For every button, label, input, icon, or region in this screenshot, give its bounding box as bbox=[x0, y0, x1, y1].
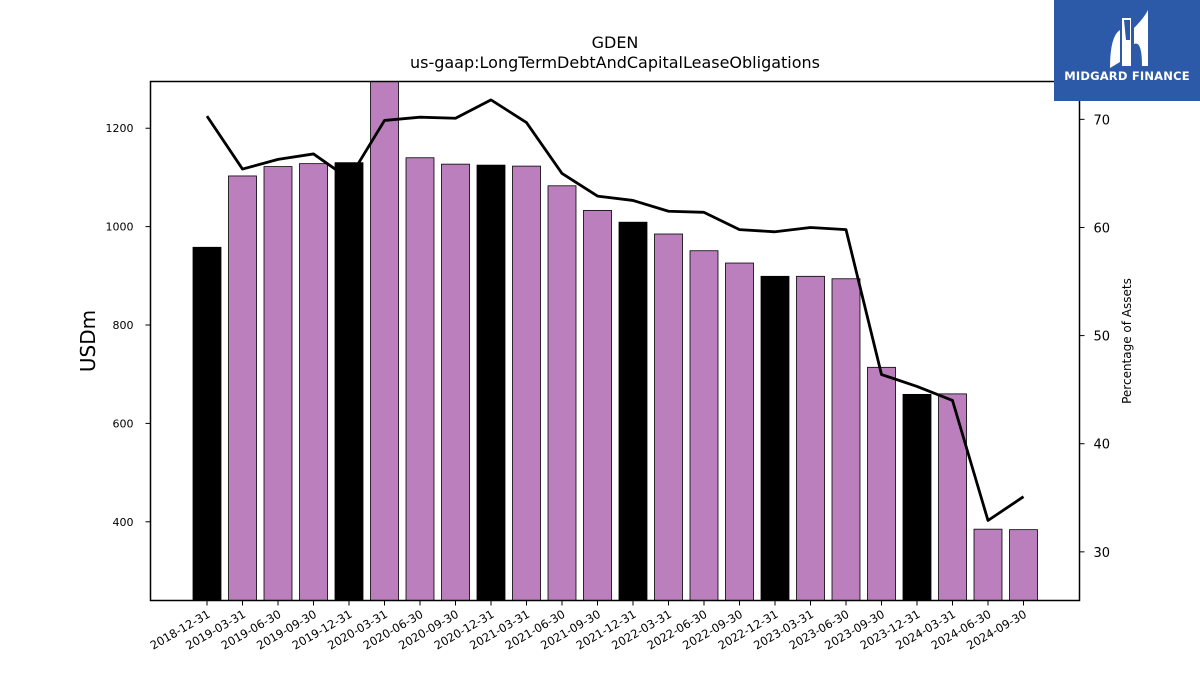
brand-name: MIDGARD FINANCE bbox=[1064, 69, 1190, 83]
bar-2020-12-31 bbox=[476, 164, 506, 601]
percentage-line bbox=[205, 98, 1025, 522]
y-tick-label: 600 bbox=[113, 417, 134, 430]
chart-title: GDEN bbox=[591, 33, 639, 52]
bar-2022-06-30 bbox=[689, 250, 719, 601]
y-tick-label: 400 bbox=[113, 516, 134, 529]
y2-tick-label: 50 bbox=[1094, 330, 1111, 345]
bar-2019-09-30 bbox=[299, 163, 328, 601]
bar-2019-03-31 bbox=[228, 175, 257, 601]
y2-tick-label: 40 bbox=[1094, 438, 1111, 453]
bar-2018-12-31 bbox=[192, 246, 222, 601]
bar-2020-03-31 bbox=[370, 81, 399, 601]
y-tick-label: 1000 bbox=[106, 221, 134, 234]
bar-2023-12-31 bbox=[902, 393, 932, 601]
bar-2022-09-30 bbox=[725, 262, 754, 601]
bar-2024-09-30 bbox=[1009, 529, 1038, 601]
bar-2023-09-30 bbox=[867, 366, 896, 601]
brand-logo: MIDGARD FINANCE bbox=[1054, 0, 1200, 101]
y-tick-label: 800 bbox=[113, 319, 134, 332]
chart-subtitle: us-gaap:LongTermDebtAndCapitalLeaseOblig… bbox=[409, 53, 821, 72]
bar-2019-12-31 bbox=[334, 162, 364, 601]
bar-2022-12-31 bbox=[760, 275, 790, 601]
bar-2022-03-31 bbox=[654, 233, 683, 601]
bar-2021-06-30 bbox=[547, 185, 577, 601]
y2-tick-label: 30 bbox=[1094, 546, 1111, 561]
bar-2020-09-30 bbox=[441, 163, 470, 601]
bar-2024-06-30 bbox=[973, 528, 1003, 601]
bar-2023-03-31 bbox=[796, 275, 825, 601]
plot-frame bbox=[149, 80, 1081, 602]
y2-tick-label: 60 bbox=[1094, 221, 1111, 236]
y-axis-label: USDm bbox=[76, 310, 100, 372]
bar-2021-09-30 bbox=[583, 209, 612, 601]
y-tick-label: 1200 bbox=[106, 122, 134, 135]
y2-tick-label: 70 bbox=[1094, 113, 1111, 128]
x-axis: 2018-12-312019-03-312019-06-302019-09-30… bbox=[148, 600, 1029, 653]
bar-2021-12-31 bbox=[618, 221, 648, 601]
bar-2019-06-30 bbox=[263, 166, 293, 601]
line-series bbox=[205, 98, 1025, 522]
bar-2020-06-30 bbox=[405, 157, 435, 601]
bar-2023-06-30 bbox=[831, 278, 861, 601]
bar-2021-03-31 bbox=[512, 165, 541, 601]
bar-series bbox=[192, 81, 1038, 601]
logo-mark-icon bbox=[1110, 10, 1148, 68]
left-axis: 400 600 800 1000 1200 bbox=[106, 122, 151, 529]
bar-2024-03-31 bbox=[938, 393, 967, 601]
y2-axis-label: Percentage of Assets bbox=[1120, 278, 1134, 404]
right-axis: 30 40 50 60 70 bbox=[1079, 113, 1111, 561]
